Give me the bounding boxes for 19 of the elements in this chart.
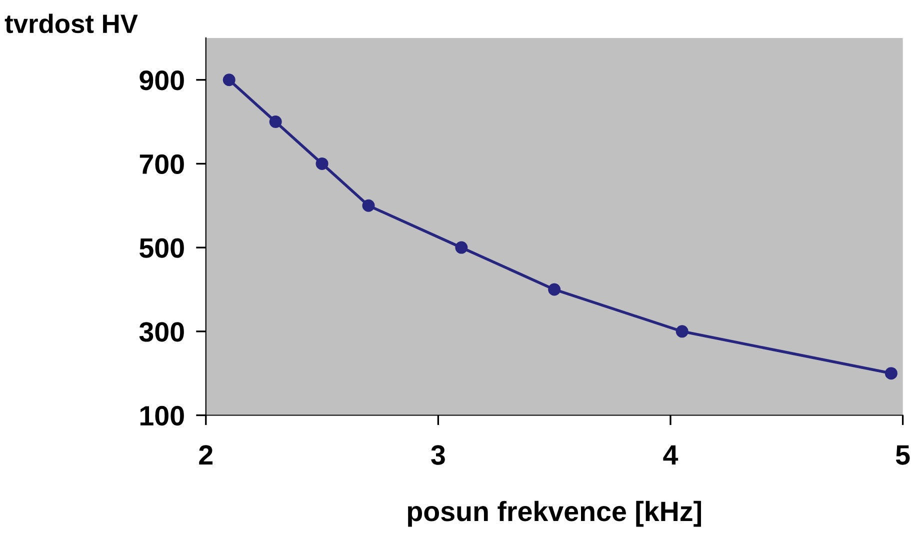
x-tick-label: 4 bbox=[663, 445, 678, 465]
point bbox=[884, 367, 898, 380]
y-tick-label: 100 bbox=[140, 406, 184, 426]
point bbox=[362, 199, 375, 212]
x-axis-title: posun frekvence [kHz] bbox=[408, 500, 701, 527]
y-axis-title: tvrdost HV bbox=[4, 14, 138, 34]
y-tick-label: 500 bbox=[140, 238, 184, 258]
point bbox=[316, 157, 328, 170]
point bbox=[269, 116, 282, 128]
x-tick-label: 2 bbox=[199, 445, 212, 465]
point bbox=[676, 325, 688, 338]
point bbox=[222, 74, 236, 86]
y-tick-label: 900 bbox=[140, 70, 184, 90]
x-tick-label: 5 bbox=[896, 445, 910, 465]
y-tick-label: 700 bbox=[140, 154, 184, 174]
x-tick-label: 3 bbox=[431, 445, 445, 465]
point bbox=[548, 283, 561, 296]
point bbox=[455, 241, 468, 254]
y-tick-label: 300 bbox=[139, 322, 184, 342]
